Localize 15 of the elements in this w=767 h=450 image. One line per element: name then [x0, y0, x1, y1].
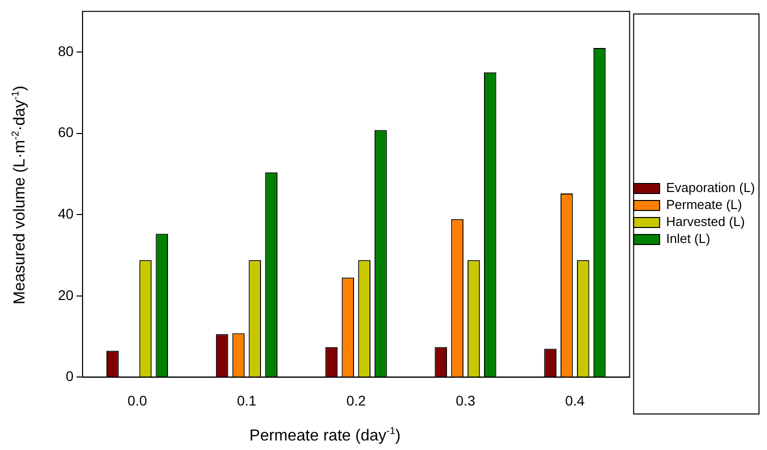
y-tick-label: 80 — [58, 42, 74, 59]
legend-label: Evaporation (L) — [666, 180, 756, 196]
x-axis-title: Permeate rate (day$^{-1}$) — [248, 426, 402, 446]
x-tick-label: 0.0 — [128, 392, 148, 408]
x-tick-label: 0.4 — [565, 392, 585, 408]
y-tick-label: 60 — [58, 124, 74, 140]
x-tick-label: 0.2 — [346, 392, 366, 408]
legend-label: Inlet (L) — [666, 231, 710, 246]
y-tick-label: 0 — [66, 368, 74, 384]
x-tick-label: 0.3 — [456, 392, 476, 408]
legend-label: Harvested (L) — [666, 214, 745, 230]
legend-label: Permeate (L) — [666, 197, 742, 212]
y-tick-label: 20 — [58, 286, 74, 303]
y-tick-label: 40 — [58, 205, 74, 222]
x-tick-label: 0.1 — [236, 392, 257, 408]
